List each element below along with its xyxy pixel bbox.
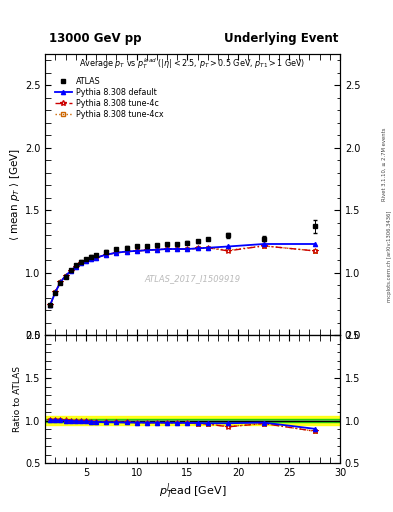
Text: ATLAS_2017_I1509919: ATLAS_2017_I1509919 <box>145 274 241 284</box>
Pythia 8.308 tune-4cx <box>145 247 149 253</box>
Pythia 8.308 tune-4cx <box>195 245 200 251</box>
Pythia 8.308 tune-4c <box>226 248 231 254</box>
Pythia 8.308 default <box>79 260 83 266</box>
Pythia 8.308 tune-4c <box>88 256 93 262</box>
Pythia 8.308 tune-4cx <box>154 247 159 253</box>
Pythia 8.308 default <box>165 246 169 252</box>
Pythia 8.308 tune-4c <box>134 248 139 254</box>
Line: Pythia 8.308 tune-4cx: Pythia 8.308 tune-4cx <box>50 246 314 305</box>
Pythia 8.308 tune-4cx <box>48 302 53 308</box>
Pythia 8.308 tune-4c <box>104 251 108 258</box>
Pythia 8.308 tune-4c <box>114 250 119 256</box>
Pythia 8.308 tune-4c <box>83 258 88 264</box>
Pythia 8.308 tune-4cx <box>68 268 73 274</box>
Pythia 8.308 tune-4c <box>58 279 63 285</box>
Pythia 8.308 tune-4c <box>165 246 169 252</box>
Pythia 8.308 default <box>94 254 98 261</box>
Pythia 8.308 default <box>185 246 190 252</box>
Pythia 8.308 default <box>195 245 200 251</box>
Pythia 8.308 default <box>104 251 108 258</box>
Pythia 8.308 default <box>124 248 129 254</box>
Legend: ATLAS, Pythia 8.308 default, Pythia 8.308 tune-4c, Pythia 8.308 tune-4cx: ATLAS, Pythia 8.308 default, Pythia 8.30… <box>52 75 165 121</box>
Pythia 8.308 default <box>53 289 58 295</box>
Pythia 8.308 default <box>83 258 88 264</box>
Pythia 8.308 default <box>134 248 139 254</box>
Pythia 8.308 tune-4cx <box>124 248 129 254</box>
Pythia 8.308 tune-4cx <box>165 246 169 252</box>
Pythia 8.308 tune-4c <box>48 302 53 308</box>
Pythia 8.308 tune-4cx <box>88 256 93 262</box>
Pythia 8.308 tune-4cx <box>63 273 68 279</box>
Pythia 8.308 tune-4c <box>312 248 317 254</box>
Y-axis label: $\langle$ mean $p_T$ $\rangle$ [GeV]: $\langle$ mean $p_T$ $\rangle$ [GeV] <box>8 148 22 241</box>
Text: 13000 GeV pp: 13000 GeV pp <box>49 32 141 45</box>
Pythia 8.308 tune-4cx <box>58 279 63 285</box>
Pythia 8.308 default <box>312 241 317 247</box>
Pythia 8.308 tune-4c <box>79 260 83 266</box>
Pythia 8.308 tune-4c <box>73 264 78 270</box>
Bar <box>45 420 340 421</box>
Pythia 8.308 default <box>145 247 149 253</box>
Y-axis label: Ratio to ATLAS: Ratio to ATLAS <box>13 367 22 432</box>
Line: Pythia 8.308 default: Pythia 8.308 default <box>50 244 314 305</box>
Pythia 8.308 tune-4cx <box>185 246 190 252</box>
Pythia 8.308 tune-4c <box>145 247 149 253</box>
Pythia 8.308 default <box>48 302 53 308</box>
Pythia 8.308 tune-4c <box>175 246 180 252</box>
Pythia 8.308 default <box>154 247 159 253</box>
Pythia 8.308 default <box>114 250 119 256</box>
Pythia 8.308 tune-4cx <box>94 254 98 261</box>
Text: Rivet 3.1.10, ≥ 2.7M events: Rivet 3.1.10, ≥ 2.7M events <box>382 127 387 201</box>
Pythia 8.308 default <box>68 268 73 274</box>
Pythia 8.308 tune-4c <box>261 243 266 249</box>
Pythia 8.308 tune-4c <box>154 247 159 253</box>
X-axis label: $p_T^l\!$ead [GeV]: $p_T^l\!$ead [GeV] <box>159 481 226 501</box>
Text: Underlying Event: Underlying Event <box>224 32 338 45</box>
Pythia 8.308 tune-4cx <box>114 250 119 256</box>
Pythia 8.308 tune-4c <box>94 254 98 261</box>
Pythia 8.308 tune-4c <box>124 248 129 254</box>
Pythia 8.308 tune-4c <box>68 268 73 274</box>
Text: Average $p_T$ vs $p_T^{lead}$ ($|\eta| < 2.5$, $p_T > 0.5$ GeV, $p_{T1} > 1$ GeV: Average $p_T$ vs $p_T^{lead}$ ($|\eta| <… <box>79 57 306 72</box>
Pythia 8.308 tune-4cx <box>175 246 180 252</box>
Pythia 8.308 default <box>175 246 180 252</box>
Pythia 8.308 default <box>206 245 210 251</box>
Pythia 8.308 tune-4cx <box>261 243 266 249</box>
Pythia 8.308 tune-4cx <box>206 245 210 251</box>
Pythia 8.308 tune-4cx <box>79 260 83 266</box>
Pythia 8.308 default <box>261 241 266 247</box>
Pythia 8.308 tune-4c <box>195 245 200 251</box>
Pythia 8.308 default <box>58 279 63 285</box>
Pythia 8.308 tune-4c <box>53 289 58 295</box>
Bar <box>45 416 340 425</box>
Pythia 8.308 tune-4cx <box>83 258 88 264</box>
Pythia 8.308 tune-4c <box>63 273 68 279</box>
Pythia 8.308 default <box>226 243 231 249</box>
Pythia 8.308 tune-4cx <box>53 289 58 295</box>
Pythia 8.308 tune-4c <box>185 246 190 252</box>
Pythia 8.308 tune-4cx <box>134 248 139 254</box>
Pythia 8.308 tune-4cx <box>226 247 231 253</box>
Pythia 8.308 tune-4cx <box>104 251 108 258</box>
Pythia 8.308 default <box>63 273 68 279</box>
Pythia 8.308 default <box>88 256 93 262</box>
Pythia 8.308 tune-4cx <box>73 264 78 270</box>
Pythia 8.308 default <box>73 264 78 270</box>
Line: Pythia 8.308 tune-4c: Pythia 8.308 tune-4c <box>50 246 314 305</box>
Bar <box>45 419 340 422</box>
Pythia 8.308 tune-4c <box>206 245 210 251</box>
Text: mcplots.cern.ch [arXiv:1306.3436]: mcplots.cern.ch [arXiv:1306.3436] <box>387 210 392 302</box>
Pythia 8.308 tune-4cx <box>312 248 317 254</box>
